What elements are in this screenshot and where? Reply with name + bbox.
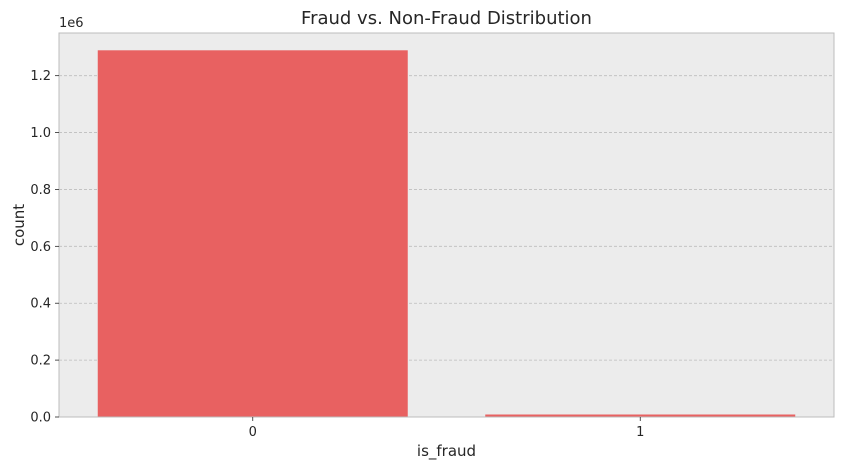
x-tick-label: 1: [636, 425, 644, 440]
bar-0: [97, 50, 408, 417]
y-tick-label: 0.8: [30, 183, 51, 198]
y-tick-label: 1.2: [30, 69, 51, 84]
y-tick-label: 0.4: [30, 297, 51, 312]
y-axis-offset-label: 1e6: [59, 16, 84, 31]
y-tick-label: 0.0: [30, 411, 51, 426]
chart-title: Fraud vs. Non-Fraud Distribution: [301, 8, 592, 29]
x-axis-label: is_fraud: [417, 442, 476, 461]
y-axis-label: count: [10, 204, 28, 246]
x-tick-label: 0: [249, 425, 257, 440]
y-tick-label: 0.6: [30, 240, 51, 255]
bar-1: [485, 414, 796, 417]
plot-frame: [58, 32, 835, 418]
bars: [97, 50, 796, 417]
y-tick-label: 0.2: [30, 354, 51, 369]
y-tick-label: 1.0: [30, 126, 51, 141]
y-axis-ticks: 0.0 0.2 0.4 0.6 0.8 1.0 1.2: [30, 69, 59, 426]
